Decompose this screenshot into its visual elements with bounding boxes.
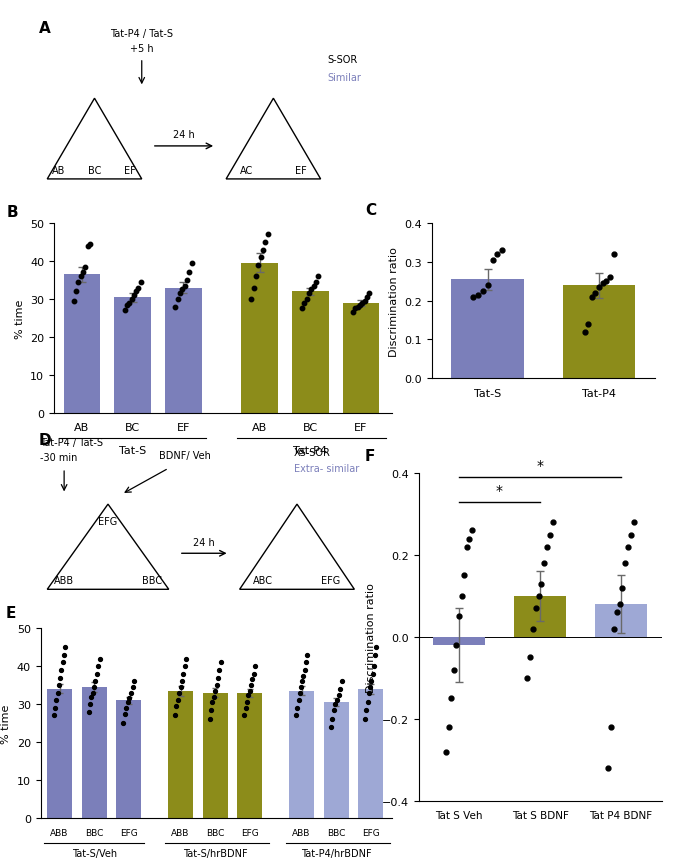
Text: Tat-P4/hrBDNF: Tat-P4/hrBDNF <box>301 848 371 858</box>
Bar <box>168 691 193 818</box>
Bar <box>514 596 566 637</box>
Bar <box>165 288 202 413</box>
Bar <box>47 689 72 818</box>
Y-axis label: % time: % time <box>1 703 11 743</box>
Text: Tat-P4 / Tat-S: Tat-P4 / Tat-S <box>40 437 103 448</box>
Bar <box>63 275 100 413</box>
Text: +5 h: +5 h <box>130 44 154 53</box>
Text: EFG: EFG <box>99 517 117 526</box>
Text: XS-SOR: XS-SOR <box>294 448 331 457</box>
Text: BBC: BBC <box>142 575 162 585</box>
Text: D: D <box>38 432 51 447</box>
Text: EFG: EFG <box>321 575 340 585</box>
Text: 24 h: 24 h <box>173 130 195 139</box>
Text: Tat-P4 / Tat-S: Tat-P4 / Tat-S <box>110 28 173 39</box>
Bar <box>358 689 383 818</box>
Text: AB: AB <box>53 166 65 177</box>
Bar <box>292 292 329 413</box>
Text: ABB: ABB <box>54 575 74 585</box>
Y-axis label: Discrimination ratio: Discrimination ratio <box>389 246 399 356</box>
Text: Similar: Similar <box>327 73 361 83</box>
Bar <box>114 298 151 413</box>
Text: E: E <box>5 605 16 620</box>
Bar <box>202 693 227 818</box>
Text: Tat-S/hrBDNF: Tat-S/hrBDNF <box>183 848 248 858</box>
Text: ABC: ABC <box>253 575 273 585</box>
Text: Extra- similar: Extra- similar <box>294 464 359 474</box>
Y-axis label: Discrimination ratio: Discrimination ratio <box>366 582 376 692</box>
Bar <box>289 691 314 818</box>
Text: S-SOR: S-SOR <box>327 54 358 65</box>
Text: EF: EF <box>124 166 136 177</box>
Bar <box>343 303 379 413</box>
Text: B: B <box>7 204 18 220</box>
Bar <box>595 604 647 637</box>
Text: Tat-S/Veh: Tat-S/Veh <box>72 848 117 858</box>
Bar <box>238 693 262 818</box>
Text: Tat-P4: Tat-P4 <box>294 445 327 455</box>
Text: BC: BC <box>88 166 101 177</box>
Text: *: * <box>537 459 543 473</box>
Text: A: A <box>38 22 51 36</box>
Bar <box>433 637 485 646</box>
Bar <box>241 263 278 413</box>
Text: -30 min: -30 min <box>40 452 78 462</box>
Text: Tat-S: Tat-S <box>119 445 146 455</box>
Bar <box>324 703 348 818</box>
Text: 24 h: 24 h <box>193 537 215 548</box>
Text: C: C <box>365 202 376 218</box>
Bar <box>116 701 141 818</box>
Y-axis label: % time: % time <box>15 299 24 338</box>
Text: *: * <box>496 483 503 498</box>
Bar <box>563 286 635 379</box>
Text: EF: EF <box>294 166 306 177</box>
Text: BDNF/ Veh: BDNF/ Veh <box>159 451 211 461</box>
Bar <box>452 280 524 379</box>
Text: AC: AC <box>240 166 253 177</box>
Text: F: F <box>365 449 375 463</box>
Bar <box>82 687 107 818</box>
